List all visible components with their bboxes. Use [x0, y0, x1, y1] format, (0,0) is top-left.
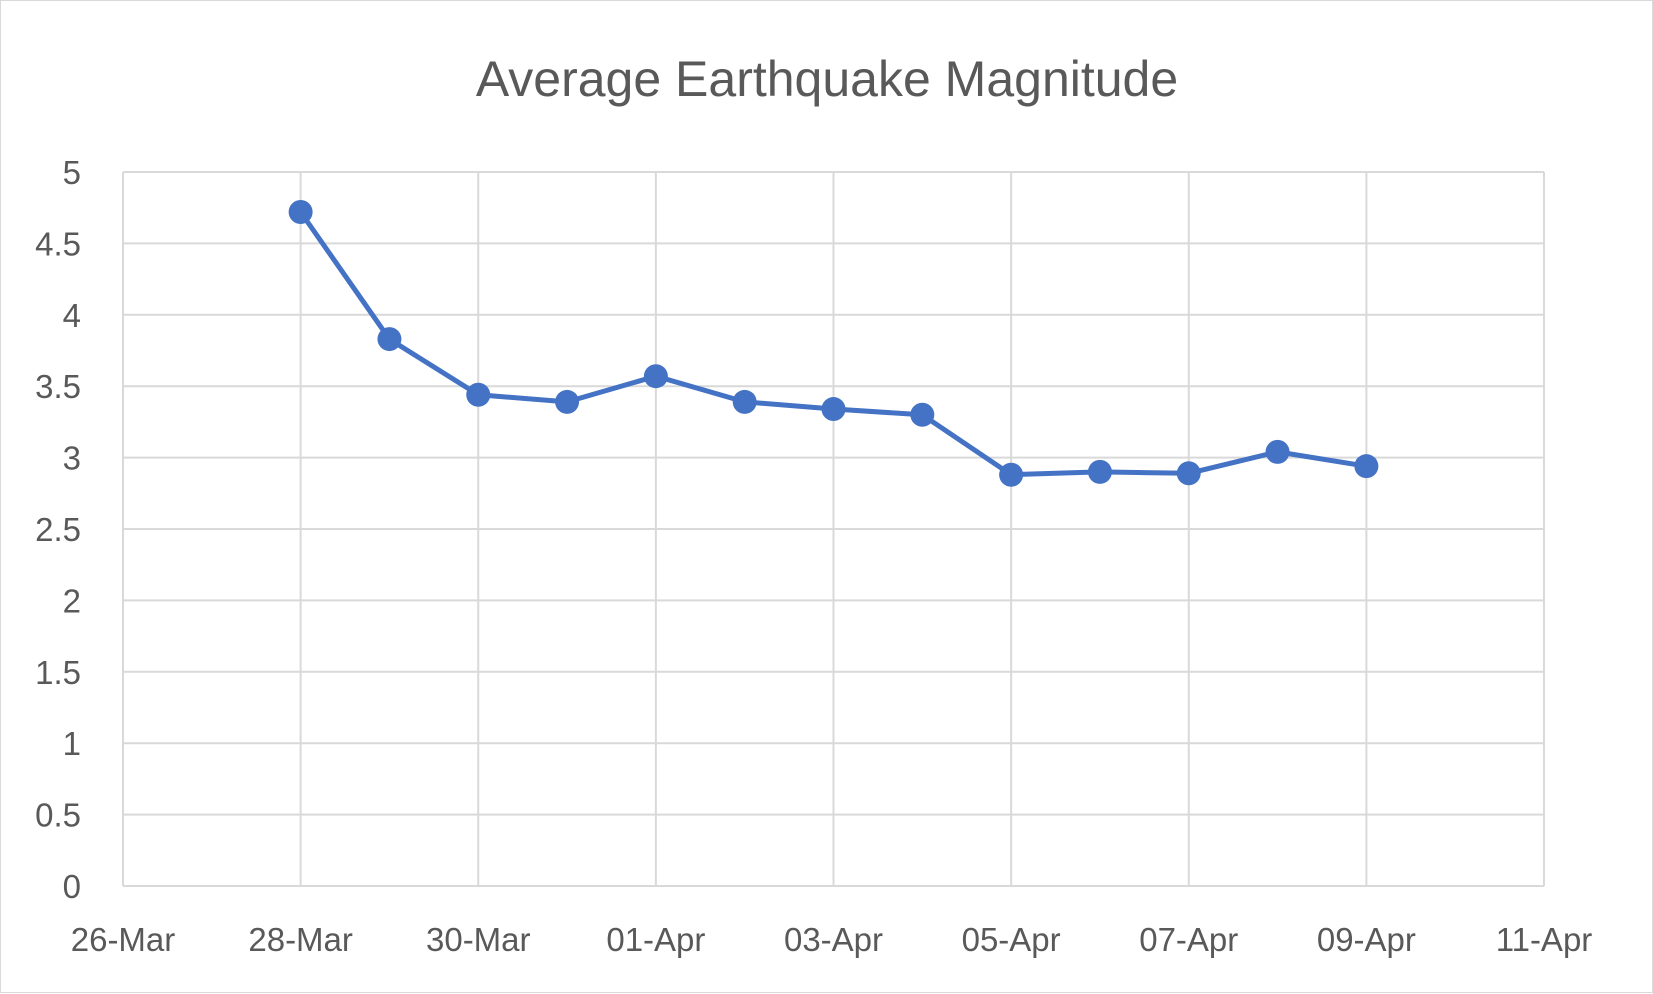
series-layer: [288, 199, 1379, 487]
data-point: [732, 389, 757, 414]
y-tick-label: 2.5: [35, 511, 81, 548]
data-point: [1087, 459, 1112, 484]
x-tick-label: 03-Apr: [784, 921, 883, 958]
y-tick-label: 0: [63, 868, 81, 905]
data-point: [1176, 461, 1201, 486]
y-tick-label: 1: [63, 725, 81, 762]
y-tick-label: 1.5: [35, 654, 81, 691]
data-point: [1354, 454, 1379, 479]
y-axis-tick-labels: 0 0.5 1 1.5 2 2.5 3 3.5 4 4.5 5: [35, 154, 81, 905]
x-tick-label: 05-Apr: [962, 921, 1061, 958]
y-tick-label: 4: [63, 297, 81, 334]
x-tick-label: 26-Mar: [71, 921, 176, 958]
horizontal-gridlines: [123, 171, 1544, 887]
data-point: [466, 382, 491, 407]
data-point: [643, 364, 668, 389]
x-tick-label: 09-Apr: [1317, 921, 1416, 958]
data-point: [910, 402, 935, 427]
y-tick-label: 3.5: [35, 368, 81, 405]
data-point: [1265, 439, 1290, 464]
chart-title: Average Earthquake Magnitude: [476, 51, 1178, 107]
x-tick-label: 11-Apr: [1496, 921, 1593, 958]
data-point: [555, 389, 580, 414]
y-tick-label: 0.5: [35, 797, 81, 834]
x-tick-label: 30-Mar: [426, 921, 531, 958]
y-tick-label: 3: [63, 440, 81, 477]
y-tick-label: 4.5: [35, 225, 81, 262]
y-tick-label: 5: [63, 154, 81, 191]
data-point: [288, 199, 313, 224]
x-tick-label: 28-Mar: [248, 921, 353, 958]
data-point: [999, 462, 1024, 487]
y-tick-label: 2: [63, 582, 81, 619]
x-axis-tick-labels: 26-Mar 28-Mar 30-Mar 01-Apr 03-Apr 05-Apr 07-A…: [71, 921, 1593, 958]
data-point: [377, 327, 402, 352]
x-tick-label: 07-Apr: [1139, 921, 1238, 958]
x-tick-label: 01-Apr: [606, 921, 705, 958]
data-point: [821, 397, 846, 422]
